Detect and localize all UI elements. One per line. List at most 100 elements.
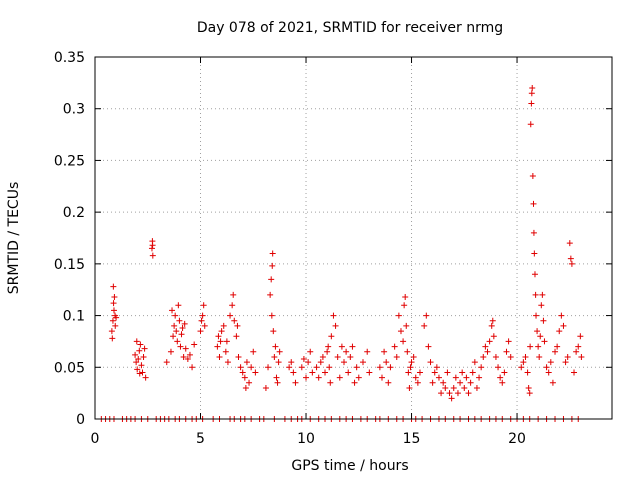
data-point — [334, 353, 341, 360]
data-point — [200, 302, 207, 309]
data-point — [554, 343, 561, 350]
data-point — [343, 348, 350, 355]
data-point — [414, 379, 421, 386]
data-point — [300, 356, 307, 363]
data-point — [383, 359, 390, 366]
data-point — [288, 359, 295, 366]
data-point — [132, 351, 139, 358]
data-point — [529, 85, 536, 92]
data-point — [393, 353, 400, 360]
data-point — [486, 338, 493, 345]
data-point — [110, 283, 117, 290]
data-point — [199, 312, 206, 319]
data-point — [169, 307, 176, 314]
data-point — [330, 312, 337, 319]
data-point — [112, 322, 119, 329]
data-point — [142, 374, 149, 381]
data-point — [305, 359, 312, 366]
data-point — [273, 374, 280, 381]
data-point — [567, 255, 574, 262]
data-point — [366, 369, 373, 376]
data-point — [319, 353, 326, 360]
data-point — [191, 341, 198, 348]
data-point — [262, 384, 269, 391]
y-tick-label: 0.35 — [54, 50, 85, 66]
data-point — [233, 333, 240, 340]
data-point — [528, 90, 535, 97]
data-point — [322, 369, 329, 376]
data-point — [490, 333, 497, 340]
data-point — [138, 362, 145, 369]
data-point — [525, 384, 532, 391]
data-point — [307, 348, 314, 355]
axis-tick-labels: 0 0.05 0.1 0.15 0.2 0.25 0.3 0.35 0 5 10 15 20 — [54, 50, 526, 447]
data-point — [440, 379, 447, 386]
data-point — [349, 343, 356, 350]
grid-layer — [95, 57, 612, 419]
data-point — [336, 374, 343, 381]
data-point — [149, 242, 156, 249]
data-point — [533, 312, 540, 319]
x-axis-label: GPS time / hours — [291, 458, 408, 474]
data-point — [549, 379, 556, 386]
data-point — [237, 364, 244, 371]
data-point — [402, 293, 409, 300]
data-point — [276, 348, 283, 355]
data-point — [269, 250, 276, 257]
data-point — [110, 300, 117, 307]
data-point — [459, 369, 466, 376]
data-point — [201, 322, 208, 329]
data-point — [387, 364, 394, 371]
data-point — [552, 348, 559, 355]
data-point — [241, 374, 248, 381]
data-point — [148, 245, 155, 252]
data-point — [503, 348, 510, 355]
data-point — [401, 302, 408, 309]
data-point — [534, 328, 541, 335]
data-point — [189, 364, 196, 371]
data-point — [286, 364, 293, 371]
data-point — [341, 359, 348, 366]
data-point — [197, 328, 204, 335]
data-point — [444, 369, 451, 376]
data-point — [376, 364, 383, 371]
data-point — [134, 366, 141, 373]
data-point — [482, 343, 489, 350]
y-tick-label: 0.25 — [54, 153, 85, 169]
data-point — [395, 312, 402, 319]
data-point — [435, 374, 442, 381]
data-point — [573, 348, 580, 355]
data-point — [242, 384, 249, 391]
data-point — [473, 384, 480, 391]
data-point — [406, 384, 413, 391]
y-tick-label: 0.2 — [63, 205, 85, 221]
data-point — [478, 364, 485, 371]
data-point — [452, 374, 459, 381]
data-point — [536, 353, 543, 360]
data-point — [568, 260, 575, 267]
data-point — [425, 343, 432, 350]
data-point — [461, 384, 468, 391]
data-point — [359, 359, 366, 366]
data-point — [243, 359, 250, 366]
x-tick-label: 0 — [91, 431, 100, 447]
data-point — [110, 307, 117, 314]
data-point — [223, 338, 230, 345]
data-point — [530, 200, 537, 207]
data-point — [505, 338, 512, 345]
data-point — [378, 374, 385, 381]
data-point — [448, 395, 455, 402]
y-tick-label: 0 — [76, 412, 85, 428]
data-point — [230, 291, 237, 298]
data-point — [271, 353, 278, 360]
data-point — [457, 379, 464, 386]
y-tick-label: 0.1 — [63, 309, 85, 325]
data-point — [133, 338, 140, 345]
data-point — [518, 364, 525, 371]
data-point — [400, 338, 407, 345]
data-point — [543, 364, 550, 371]
data-point — [547, 359, 554, 366]
data-point — [163, 359, 170, 366]
data-point — [431, 369, 438, 376]
data-point — [537, 333, 544, 340]
